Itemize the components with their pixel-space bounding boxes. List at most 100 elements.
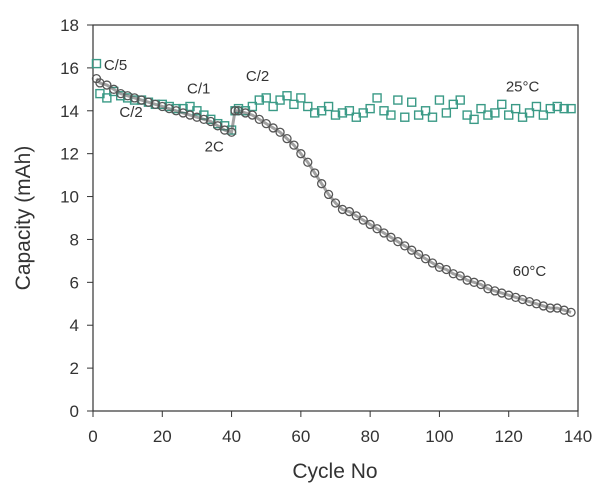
data-point bbox=[413, 249, 424, 260]
data-point bbox=[365, 219, 375, 230]
y-tick-label: 0 bbox=[70, 402, 79, 421]
data-point bbox=[109, 84, 119, 94]
data-point bbox=[545, 103, 555, 114]
data-point bbox=[469, 114, 479, 125]
annotation-label: 60°C bbox=[513, 263, 547, 280]
x-tick-label: 40 bbox=[222, 427, 241, 446]
y-tick-label: 8 bbox=[70, 230, 79, 249]
axis-ticks: 0 20 40 60 80 100 120 140 0 2 4 6 8 10 12 14 16 18 bbox=[60, 16, 592, 446]
data-point bbox=[275, 127, 285, 137]
data-point bbox=[230, 106, 240, 116]
data-point bbox=[434, 95, 445, 105]
x-tick-label: 140 bbox=[564, 427, 592, 446]
x-tick-label: 80 bbox=[361, 427, 380, 446]
data-point bbox=[282, 91, 292, 101]
data-point bbox=[545, 303, 555, 313]
data-point bbox=[524, 108, 535, 118]
data-point bbox=[400, 112, 410, 122]
series-layer bbox=[91, 58, 576, 318]
annotation-layer: C/5 C/2 C/1 2C C/2 25°C 60°C bbox=[104, 57, 547, 280]
y-tick-label: 14 bbox=[60, 102, 79, 121]
data-point bbox=[510, 103, 521, 114]
data-point bbox=[102, 93, 112, 103]
data-point bbox=[206, 116, 216, 127]
data-point bbox=[296, 149, 306, 159]
data-point bbox=[420, 106, 431, 116]
annotation-label: C/2 bbox=[119, 104, 142, 121]
data-point bbox=[268, 123, 278, 133]
data-point bbox=[296, 93, 306, 103]
data-point bbox=[213, 121, 223, 131]
data-point bbox=[538, 110, 549, 120]
series-trace bbox=[95, 77, 572, 314]
data-point bbox=[254, 114, 264, 125]
data-point bbox=[420, 254, 431, 264]
data-point bbox=[261, 118, 271, 129]
annotation-label: 25°C bbox=[506, 78, 540, 95]
data-point bbox=[351, 211, 361, 221]
plot-area-frame bbox=[92, 24, 579, 412]
data-point bbox=[372, 93, 382, 103]
data-point bbox=[365, 103, 375, 114]
data-point bbox=[316, 179, 327, 189]
annotation-label: C/1 bbox=[187, 81, 210, 98]
data-point bbox=[102, 80, 112, 90]
data-point bbox=[372, 224, 382, 234]
y-tick-label: 12 bbox=[60, 145, 79, 164]
data-point bbox=[490, 108, 500, 118]
data-point bbox=[358, 215, 368, 225]
data-point bbox=[441, 108, 452, 118]
data-point bbox=[455, 95, 465, 105]
data-point bbox=[323, 189, 334, 200]
data-point bbox=[400, 241, 410, 251]
data-point bbox=[504, 110, 514, 120]
annotation-label: C/5 bbox=[104, 57, 127, 74]
series-1 bbox=[91, 58, 576, 135]
data-point bbox=[303, 157, 313, 167]
data-point bbox=[226, 127, 237, 137]
data-point bbox=[268, 101, 278, 112]
data-point bbox=[497, 99, 507, 110]
data-point bbox=[407, 245, 417, 255]
data-point bbox=[427, 258, 438, 268]
annotation-label: 2C bbox=[205, 139, 224, 156]
data-point bbox=[344, 106, 355, 116]
data-point bbox=[566, 307, 576, 318]
data-point bbox=[455, 271, 465, 281]
series-2 bbox=[91, 73, 576, 318]
annotation-label: C/2 bbox=[246, 68, 269, 85]
data-point bbox=[289, 99, 299, 110]
data-point bbox=[427, 112, 438, 122]
data-point bbox=[476, 279, 486, 290]
data-point bbox=[282, 134, 292, 144]
data-point bbox=[441, 264, 452, 275]
data-point bbox=[483, 110, 493, 120]
data-point bbox=[330, 110, 341, 120]
x-tick-label: 100 bbox=[425, 427, 453, 446]
y-tick-label: 6 bbox=[70, 273, 79, 292]
x-axis-title: Cycle No bbox=[292, 460, 377, 483]
data-point bbox=[379, 228, 389, 238]
y-tick-label: 16 bbox=[60, 59, 79, 78]
x-tick-label: 0 bbox=[88, 427, 97, 446]
data-point bbox=[310, 168, 320, 178]
data-point bbox=[91, 58, 102, 69]
data-point bbox=[386, 232, 396, 242]
data-point bbox=[531, 101, 542, 112]
data-point bbox=[559, 103, 569, 114]
x-tick-label: 60 bbox=[291, 427, 310, 446]
data-point bbox=[552, 101, 562, 112]
data-point bbox=[247, 110, 258, 120]
data-point bbox=[407, 97, 417, 107]
data-point bbox=[303, 101, 313, 112]
data-point bbox=[310, 108, 320, 118]
data-point bbox=[289, 140, 299, 150]
x-tick-label: 120 bbox=[495, 427, 523, 446]
data-point bbox=[330, 198, 341, 208]
data-point bbox=[476, 103, 486, 114]
data-point bbox=[323, 101, 334, 112]
data-point bbox=[393, 95, 403, 105]
y-tick-label: 4 bbox=[70, 316, 79, 335]
